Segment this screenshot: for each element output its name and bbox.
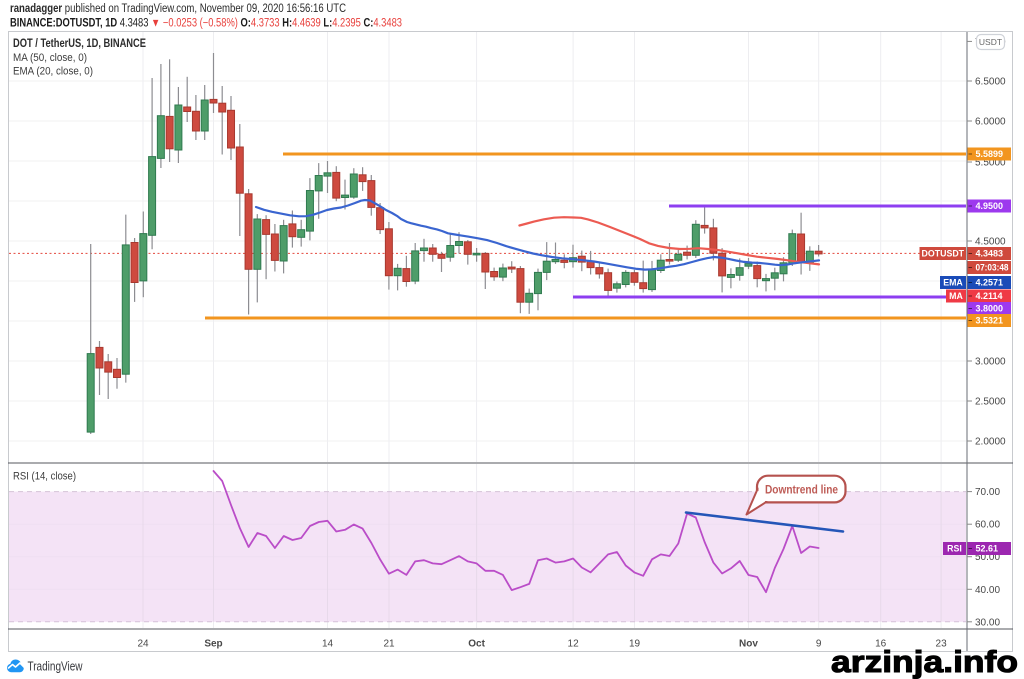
svg-text:21: 21 bbox=[383, 639, 395, 650]
svg-text:5.5899: 5.5899 bbox=[976, 149, 1004, 159]
svg-text:30.00: 30.00 bbox=[975, 617, 1000, 628]
svg-text:52.61: 52.61 bbox=[976, 544, 999, 554]
svg-text:EMA (20, close, 0): EMA (20, close, 0) bbox=[13, 66, 93, 78]
svg-text:arzinja.info: arzinja.info bbox=[831, 644, 1018, 679]
svg-text:4.2114: 4.2114 bbox=[976, 291, 1003, 301]
svg-text:3.0000: 3.0000 bbox=[975, 357, 1006, 368]
svg-text:60.00: 60.00 bbox=[975, 520, 1000, 531]
svg-text:19: 19 bbox=[629, 639, 641, 650]
svg-text:MA: MA bbox=[949, 291, 963, 301]
svg-text:EMA: EMA bbox=[943, 278, 963, 288]
svg-text:07:03:48: 07:03:48 bbox=[976, 263, 1009, 273]
svg-text:4.2571: 4.2571 bbox=[976, 278, 1004, 288]
svg-text:9: 9 bbox=[816, 639, 822, 650]
svg-text:5.5000: 5.5000 bbox=[975, 158, 1006, 169]
svg-text:24: 24 bbox=[137, 639, 149, 650]
svg-text:Downtrend line: Downtrend line bbox=[765, 482, 838, 496]
svg-text:3.8000: 3.8000 bbox=[976, 304, 1004, 314]
svg-text:Nov: Nov bbox=[739, 639, 758, 650]
svg-text:MA (50, close, 0): MA (50, close, 0) bbox=[13, 52, 87, 64]
svg-text:2.0000: 2.0000 bbox=[975, 437, 1006, 448]
svg-text:4.3483: 4.3483 bbox=[976, 249, 1004, 259]
svg-text:RSI: RSI bbox=[947, 544, 962, 554]
svg-text:3.5321: 3.5321 bbox=[976, 316, 1004, 326]
svg-text:ranadagger published on Tradin: ranadagger published on TradingView.com,… bbox=[10, 3, 346, 15]
svg-text:23: 23 bbox=[936, 639, 948, 650]
svg-text:6.5000: 6.5000 bbox=[975, 77, 1006, 88]
svg-text:Oct: Oct bbox=[468, 639, 485, 650]
svg-text:14: 14 bbox=[322, 639, 334, 650]
svg-text:USDT: USDT bbox=[979, 37, 1002, 47]
svg-text:2.5000: 2.5000 bbox=[975, 397, 1006, 408]
svg-text:6.0000: 6.0000 bbox=[975, 117, 1006, 128]
svg-text:4.5000: 4.5000 bbox=[975, 237, 1006, 248]
svg-text:DOTUSDT: DOTUSDT bbox=[922, 249, 965, 259]
svg-text:TradingView: TradingView bbox=[28, 660, 84, 674]
svg-text:12: 12 bbox=[568, 639, 580, 650]
svg-text:BINANCE:DOTUSDT, 1D 4.3483 ▼: BINANCE:DOTUSDT, 1D 4.3483 ▼ −0.0253 (−0… bbox=[10, 18, 402, 30]
svg-text:DOT / TetherUS, 1D, BINANCE: DOT / TetherUS, 1D, BINANCE bbox=[13, 36, 146, 50]
svg-text:4.9500: 4.9500 bbox=[976, 201, 1004, 211]
svg-text:40.00: 40.00 bbox=[975, 585, 1000, 596]
svg-text:50.00: 50.00 bbox=[975, 552, 1000, 563]
svg-text:16: 16 bbox=[875, 639, 887, 650]
svg-text:Sep: Sep bbox=[204, 639, 222, 650]
svg-text:70.00: 70.00 bbox=[975, 487, 1000, 498]
svg-text:RSI (14, close): RSI (14, close) bbox=[13, 471, 76, 483]
